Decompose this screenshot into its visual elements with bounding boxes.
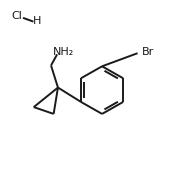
Text: H: H — [33, 16, 41, 26]
Text: NH₂: NH₂ — [53, 47, 74, 57]
Text: Br: Br — [142, 47, 154, 57]
Text: Cl: Cl — [11, 11, 22, 21]
